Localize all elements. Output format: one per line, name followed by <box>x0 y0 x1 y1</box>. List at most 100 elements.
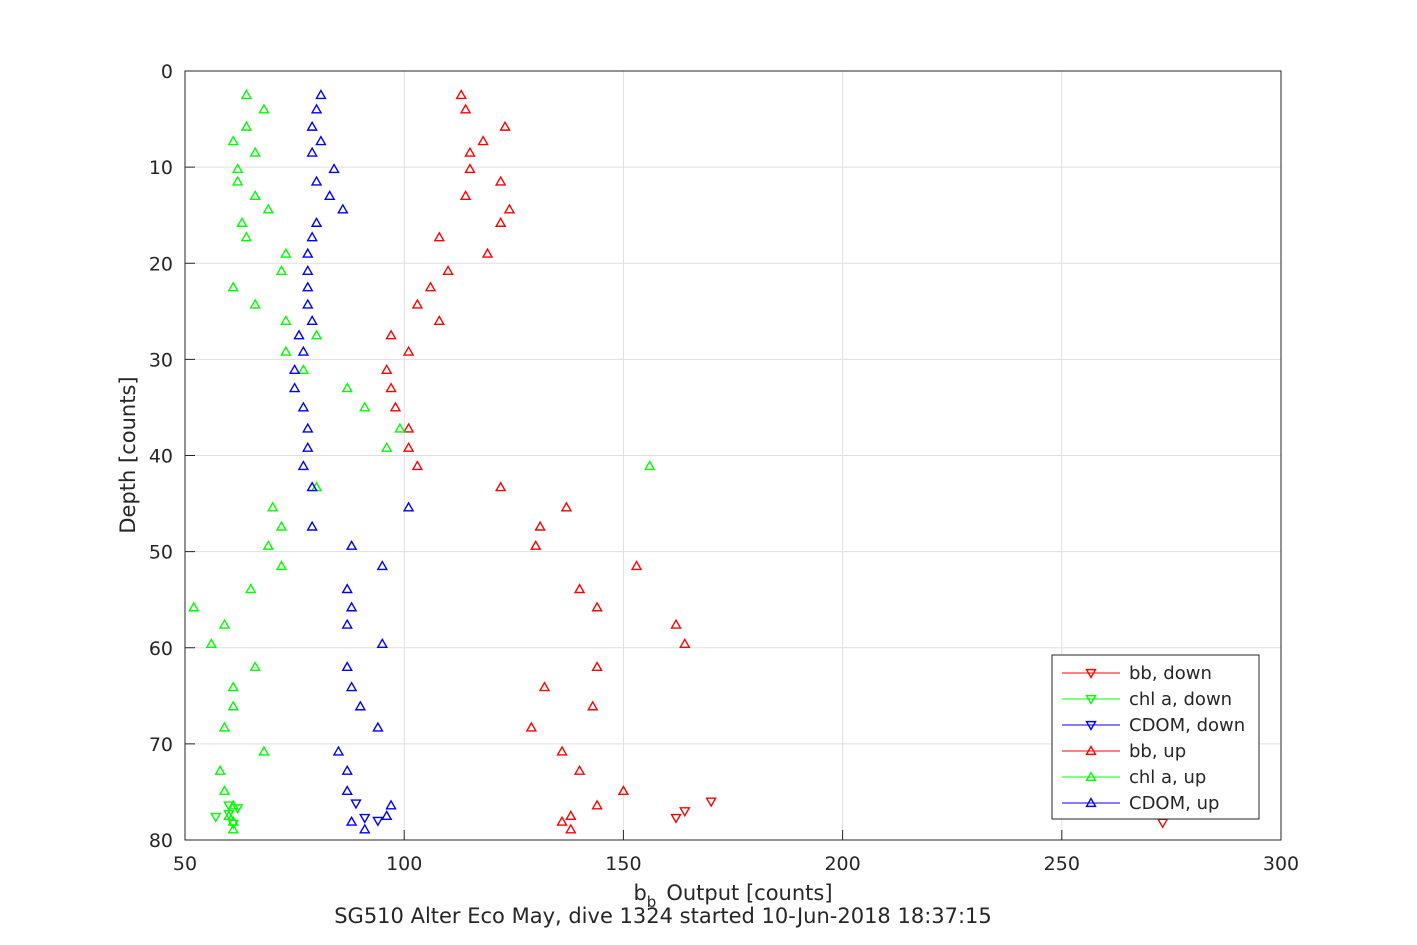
y-tick-label: 0 <box>161 61 173 83</box>
legend-marker <box>1085 694 1097 705</box>
x-axis-label-subscript: b <box>647 893 657 911</box>
data-point <box>293 329 305 340</box>
data-point <box>494 481 507 492</box>
data-point <box>670 813 682 824</box>
y-tick-label: 40 <box>149 446 173 468</box>
data-point <box>359 401 371 412</box>
data-point <box>310 329 323 340</box>
data-point <box>306 315 318 325</box>
data-point <box>310 103 323 114</box>
data-markers <box>188 89 1169 834</box>
data-point <box>560 501 573 512</box>
data-point <box>455 89 467 100</box>
data-point <box>302 298 314 309</box>
y-tick-label: 50 <box>149 542 173 564</box>
series-0 <box>670 797 1169 829</box>
data-point <box>433 315 445 325</box>
data-point <box>218 618 231 629</box>
data-point <box>306 520 318 531</box>
data-point <box>459 190 472 201</box>
data-point <box>306 146 318 157</box>
data-point <box>249 190 261 201</box>
x-tick-label: 200 <box>824 853 860 875</box>
x-axis-label-text: Output [counts] <box>666 881 832 905</box>
data-point <box>288 382 301 393</box>
data-point <box>345 539 358 550</box>
data-point <box>499 120 511 131</box>
data-point <box>565 823 577 834</box>
y-tick-label: 30 <box>149 349 173 371</box>
data-point <box>617 785 630 796</box>
data-point <box>302 265 314 276</box>
data-point <box>227 819 239 830</box>
data-point <box>315 135 327 146</box>
data-point <box>275 265 288 276</box>
x-tick-label: 300 <box>1263 853 1299 875</box>
legend-marker <box>1085 745 1097 756</box>
y-tick-label: 10 <box>149 157 173 179</box>
x-tick-label: 100 <box>386 853 422 875</box>
data-point <box>323 190 336 201</box>
series-3 <box>380 89 691 834</box>
data-point <box>188 601 200 612</box>
legend-entry-label: chl a, down <box>1129 689 1232 710</box>
data-point <box>214 764 226 775</box>
chart-title: SG510 Alter Eco May, dive 1324 started 1… <box>334 904 992 928</box>
data-point <box>587 700 599 711</box>
data-point <box>297 364 310 375</box>
data-point <box>227 823 239 834</box>
axis-ticks: 50 100 150 200 250 300 0 10 20 30 40 50 60 70 80 <box>149 61 1299 875</box>
legend-marker <box>1085 720 1097 731</box>
data-point <box>402 441 415 452</box>
data-point <box>236 216 248 227</box>
data-point <box>302 281 314 292</box>
data-point <box>205 637 218 648</box>
data-point <box>573 764 586 775</box>
y-tick-label: 80 <box>149 830 173 852</box>
data-point <box>376 560 388 571</box>
data-point <box>240 89 253 100</box>
data-point <box>679 637 691 648</box>
data-point <box>341 661 353 672</box>
data-point <box>359 823 371 834</box>
data-point <box>280 247 292 258</box>
data-point <box>359 813 371 824</box>
data-point <box>345 681 358 692</box>
data-point <box>258 745 270 756</box>
data-point <box>297 460 310 471</box>
data-point <box>209 812 222 823</box>
y-axis-label: Depth [counts] <box>116 376 140 533</box>
data-point <box>306 481 318 492</box>
data-point <box>310 216 323 227</box>
legend: bb, down chl a, down CDOM, down bb, up chl a… <box>1051 654 1260 820</box>
data-point <box>385 329 397 340</box>
data-point <box>411 460 424 471</box>
data-point <box>275 520 288 531</box>
data-point <box>565 810 577 821</box>
data-point <box>402 501 415 512</box>
data-point <box>354 700 367 711</box>
data-point <box>341 618 353 629</box>
data-point <box>302 441 314 452</box>
data-point <box>591 601 603 612</box>
data-point <box>223 810 235 821</box>
data-point <box>481 247 494 258</box>
data-point <box>376 637 388 648</box>
data-point <box>302 247 314 258</box>
data-point <box>494 175 507 186</box>
legend-marker <box>1085 668 1097 679</box>
data-point <box>280 315 292 325</box>
data-point <box>227 799 239 810</box>
data-point <box>402 345 415 356</box>
data-point <box>705 797 717 808</box>
x-tick-label: 50 <box>173 853 197 875</box>
data-point <box>218 721 231 732</box>
data-point <box>249 661 261 672</box>
data-point <box>262 203 275 214</box>
data-point <box>249 298 261 309</box>
x-tick-label: 150 <box>605 853 641 875</box>
y-tick-label: 70 <box>149 734 173 756</box>
data-point <box>258 103 270 114</box>
data-point <box>218 785 231 796</box>
data-point <box>494 216 507 227</box>
